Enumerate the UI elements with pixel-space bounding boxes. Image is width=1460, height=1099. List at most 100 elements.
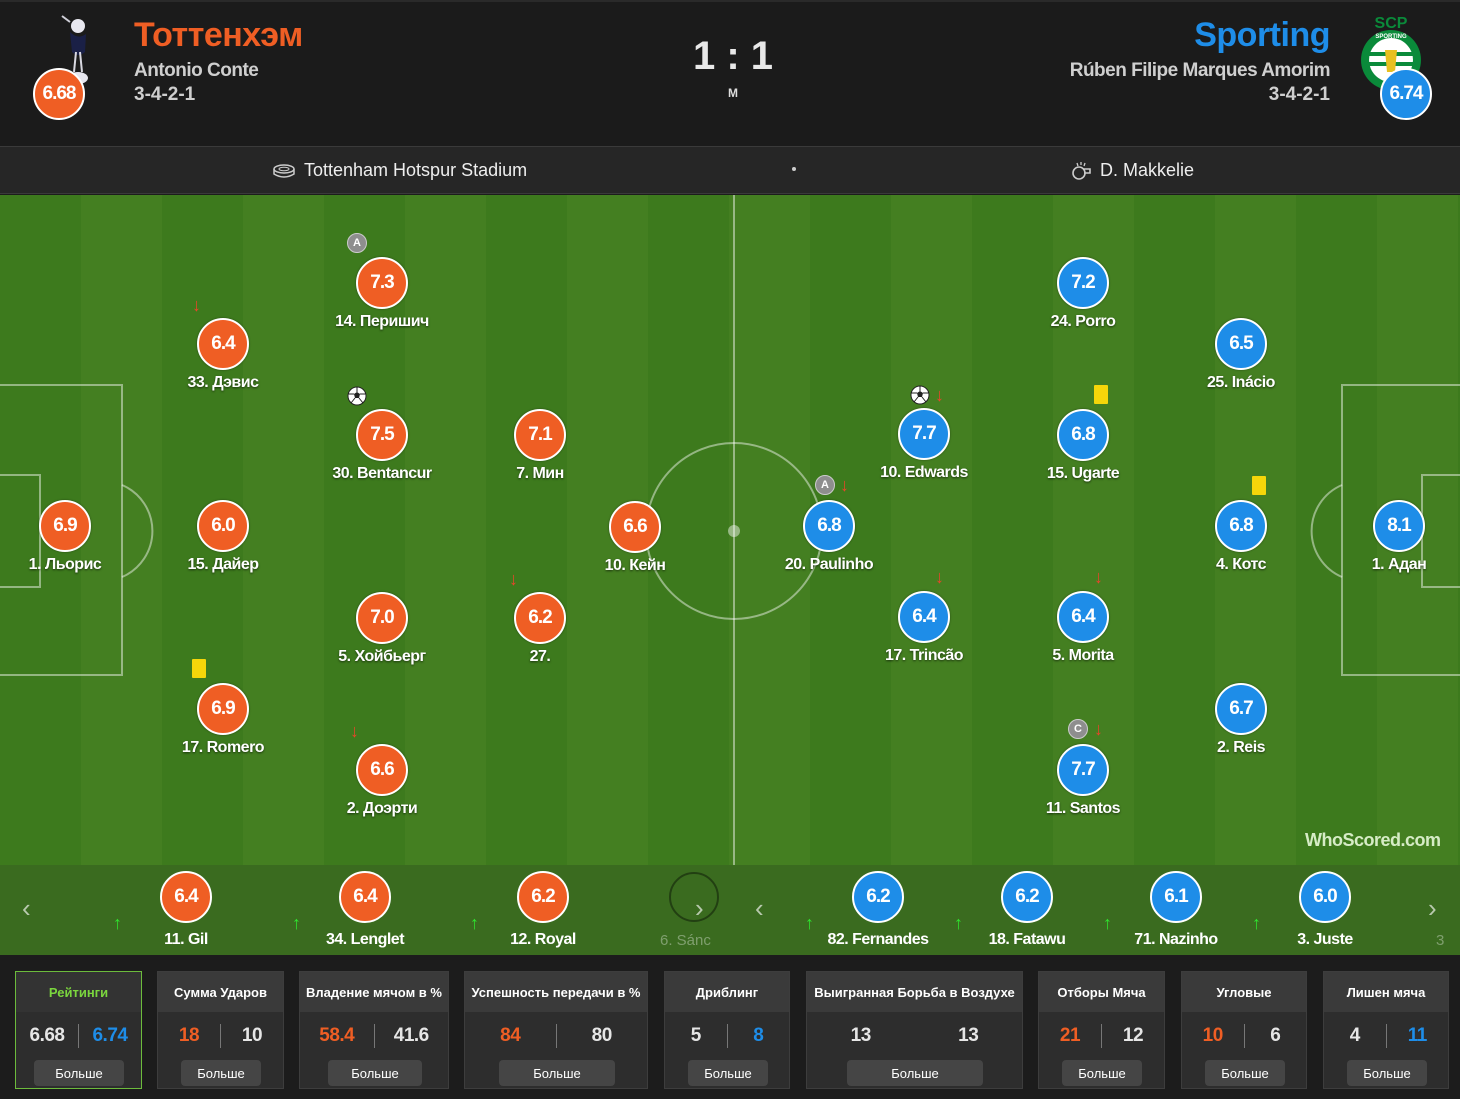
more-button[interactable]: Больше bbox=[34, 1060, 124, 1086]
player-name: 30. Bentancur bbox=[332, 465, 432, 482]
sub-on-arrow-icon: ↑ bbox=[470, 913, 479, 933]
sub-away-4[interactable]: ↑ 6.0 3. Juste bbox=[1252, 871, 1390, 957]
sub-home-1[interactable]: ↑ 6.4 11. Gil bbox=[113, 871, 251, 957]
player-away-mid-4[interactable]: 7.7 11. Santos bbox=[1018, 744, 1148, 824]
player-home-am-2[interactable]: 6.2 27. bbox=[475, 592, 605, 672]
player-rating: 7.3 bbox=[356, 257, 408, 309]
player-name: 20. Paulinho bbox=[784, 556, 874, 573]
player-home-def-1[interactable]: 6.4 33. Дэвис bbox=[158, 318, 288, 398]
player-home-mid-1[interactable]: 7.3 14. Перишич bbox=[317, 257, 447, 337]
stat-divider bbox=[220, 1024, 221, 1048]
player-name: 27. bbox=[529, 648, 551, 665]
player-rating: 6.7 bbox=[1215, 683, 1267, 735]
player-name: 15. Ugarte bbox=[1046, 465, 1120, 482]
stat-title: Отборы Мяча bbox=[1039, 972, 1164, 1012]
more-button[interactable]: Больше bbox=[181, 1060, 261, 1086]
stat-shots[interactable]: Сумма Ударов 18 10 Больше bbox=[157, 971, 284, 1089]
goal-ball-icon bbox=[347, 386, 367, 406]
stat-away-value: 6 bbox=[1270, 1025, 1281, 1046]
stat-pass-accuracy[interactable]: Успешность передачи в % 84 80 Больше bbox=[464, 971, 648, 1089]
stat-values: 21 12 bbox=[1039, 1022, 1164, 1050]
player-rating: 6.6 bbox=[356, 744, 408, 796]
home-team-name[interactable]: Тоттенхэм bbox=[134, 16, 303, 54]
player-home-am-1[interactable]: 7.1 7. Мин bbox=[475, 409, 605, 489]
player-name: 33. Дэвис bbox=[187, 374, 260, 391]
more-button[interactable]: Больше bbox=[1347, 1060, 1427, 1086]
sub-on-arrow-icon: ↑ bbox=[805, 913, 814, 933]
stat-values: 4 11 bbox=[1324, 1022, 1448, 1050]
player-rating: 6.6 bbox=[609, 501, 661, 553]
stat-divider bbox=[555, 1024, 557, 1048]
player-away-mid-2[interactable]: 6.8 15. Ugarte bbox=[1018, 409, 1148, 489]
more-button[interactable]: Больше bbox=[847, 1060, 983, 1086]
away-team-name[interactable]: Sporting bbox=[1194, 16, 1330, 54]
player-name: 5. Morita bbox=[1052, 647, 1114, 664]
player-home-mid-3[interactable]: 7.0 5. Хойбьерг bbox=[317, 592, 447, 672]
chevron-left-icon[interactable]: ‹ bbox=[22, 893, 31, 923]
player-home-def-2[interactable]: 6.0 15. Дайер bbox=[158, 500, 288, 580]
player-home-def-3[interactable]: 6.9 17. Romero bbox=[158, 683, 288, 763]
player-away-gk[interactable]: 8.1 1. Адан bbox=[1334, 500, 1460, 580]
stat-dispossessed[interactable]: Лишен мяча 4 11 Больше bbox=[1323, 971, 1449, 1089]
sub-home-2[interactable]: ↑ 6.4 34. Lenglet bbox=[292, 871, 430, 957]
sub-off-arrow-icon: ↓ bbox=[350, 721, 359, 741]
player-rating: 6.8 bbox=[1215, 500, 1267, 552]
sub-home-3[interactable]: ↑ 6.2 12. Royal bbox=[470, 871, 608, 957]
chevron-right-icon[interactable]: › bbox=[1428, 893, 1437, 923]
player-away-fw[interactable]: 6.8 20. Paulinho bbox=[764, 500, 894, 580]
stat-corners[interactable]: Угловые 10 6 Больше bbox=[1181, 971, 1307, 1089]
substitutes-bar: ‹ ↑ 6.4 11. Gil ↑ 6.4 34. Lenglet ↑ 6.2 … bbox=[0, 865, 1460, 955]
more-button[interactable]: Больше bbox=[1062, 1060, 1142, 1086]
player-rating: 6.4 bbox=[898, 591, 950, 643]
stat-ratings[interactable]: Рейтинги 6.68 6.74 Больше bbox=[15, 971, 142, 1089]
chevron-left-icon[interactable]: ‹ bbox=[755, 893, 764, 923]
player-home-mid-4[interactable]: 6.6 2. Доэрти bbox=[317, 744, 447, 824]
whoscored-watermark: WhoScored.com bbox=[1305, 830, 1441, 850]
sub-away-1[interactable]: ↑ 6.2 82. Fernandes bbox=[805, 871, 943, 957]
player-name: 25. Inácio bbox=[1207, 374, 1275, 391]
more-button[interactable]: Больше bbox=[328, 1060, 422, 1086]
player-home-fw[interactable]: 6.6 10. Кейн bbox=[570, 501, 700, 581]
sub-rating: 6.1 bbox=[1150, 871, 1202, 923]
chevron-right-icon[interactable]: › bbox=[695, 893, 704, 923]
sub-away-3[interactable]: ↑ 6.1 71. Nazinho bbox=[1103, 871, 1241, 957]
stat-aerials-won[interactable]: Выигранная Борьба в Воздухе 13 13 Больше bbox=[806, 971, 1023, 1089]
more-button[interactable]: Больше bbox=[1205, 1060, 1285, 1086]
stat-dribbles[interactable]: Дриблинг 5 8 Больше bbox=[664, 971, 790, 1089]
stat-away-value: 80 bbox=[591, 1025, 613, 1046]
player-away-am-1[interactable]: 7.7 10. Edwards bbox=[859, 408, 989, 488]
player-home-gk[interactable]: 6.9 1. Льорис bbox=[0, 500, 130, 580]
sub-away-2[interactable]: ↑ 6.2 18. Fatawu bbox=[954, 871, 1092, 957]
player-name: 17. Romero bbox=[181, 739, 265, 756]
player-away-def-2[interactable]: 6.8 4. Котс bbox=[1176, 500, 1306, 580]
sub-off-arrow-icon: ↓ bbox=[192, 295, 201, 315]
sub-rating: 6.2 bbox=[517, 871, 569, 923]
stat-home-value: 58.4 bbox=[319, 1025, 355, 1046]
player-rating: 6.9 bbox=[39, 500, 91, 552]
referee-name: D. Makkelie bbox=[1100, 160, 1195, 180]
player-away-def-1[interactable]: 6.5 25. Inácio bbox=[1176, 318, 1306, 398]
player-rating: 7.2 bbox=[1057, 257, 1109, 309]
player-away-mid-1[interactable]: 7.2 24. Porro bbox=[1018, 257, 1148, 337]
stat-divider bbox=[78, 1024, 79, 1048]
sub-placeholder-ring bbox=[669, 872, 719, 922]
stat-values: 10 6 bbox=[1182, 1022, 1306, 1050]
stat-home-value: 4 bbox=[1349, 1025, 1361, 1046]
player-rating: 7.0 bbox=[356, 592, 408, 644]
stat-possession[interactable]: Владение мячом в % 58.4 41.6 Больше bbox=[299, 971, 449, 1089]
player-name: 1. Адан bbox=[1371, 556, 1427, 573]
more-button[interactable]: Больше bbox=[499, 1060, 615, 1086]
stat-values: 5 8 bbox=[665, 1022, 789, 1050]
venue-name: Tottenham Hotspur Stadium bbox=[304, 160, 528, 180]
player-name: 4. Котс bbox=[1216, 556, 1266, 573]
player-away-mid-3[interactable]: 6.4 5. Morita bbox=[1018, 591, 1148, 671]
more-button[interactable]: Больше bbox=[688, 1060, 768, 1086]
away-formation: 3-4-2-1 bbox=[1268, 84, 1330, 105]
player-away-def-3[interactable]: 6.7 2. Reis bbox=[1176, 683, 1306, 763]
player-name: 5. Хойбьерг bbox=[338, 648, 426, 665]
stat-home-value: 21 bbox=[1059, 1025, 1081, 1046]
stat-divider bbox=[1385, 1024, 1387, 1048]
stat-tackles[interactable]: Отборы Мяча 21 12 Больше bbox=[1038, 971, 1165, 1089]
player-home-mid-2[interactable]: 7.5 30. Bentancur bbox=[317, 409, 447, 489]
player-away-am-2[interactable]: 6.4 17. Trincão bbox=[859, 591, 989, 671]
